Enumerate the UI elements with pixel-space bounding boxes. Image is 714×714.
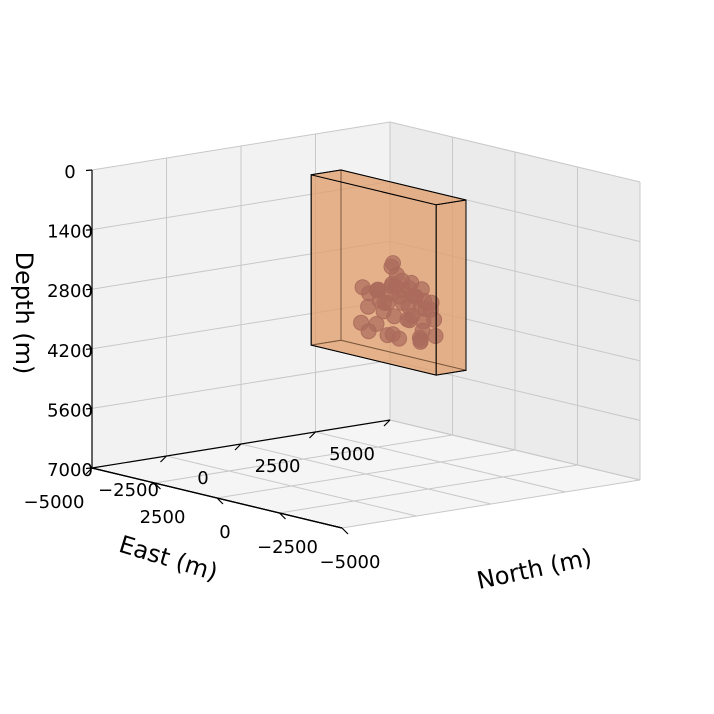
x-axis-label: North (m): [474, 543, 594, 595]
x-tick-mark: [154, 482, 161, 490]
grid-line-east: [389, 419, 641, 481]
z-tick-mark: [85, 467, 93, 470]
box-face-top: [311, 169, 467, 206]
x-tick-mark: [279, 512, 286, 520]
x-tick-label: −5000: [320, 552, 381, 573]
z-axis-label: Depth (m): [10, 252, 38, 375]
y-tick-mark: [309, 431, 316, 439]
x-tick-label: −2500: [257, 537, 318, 558]
x-tick-mark: [216, 497, 224, 505]
fault-box-front: [310, 169, 467, 376]
z-tick-label: 7000: [47, 460, 93, 481]
tick-labels: 014002800420056007000500025000−2500−5000…: [24, 162, 391, 573]
box-face-front: [310, 174, 437, 376]
y-tick-mark: [85, 467, 93, 475]
z-tick-label: 0: [64, 162, 75, 183]
grid-line-east: [315, 431, 566, 493]
z-tick-label: 2800: [47, 281, 93, 302]
z-tick-mark: [85, 229, 93, 231]
x-tick-mark: [341, 527, 349, 535]
z-tick-label: 1400: [47, 222, 93, 243]
z-tick-mark: [85, 407, 93, 410]
y-tick-label: 2500: [255, 456, 301, 477]
z-tick-mark: [85, 169, 93, 172]
x-tick-label: 2500: [140, 507, 186, 528]
x-tick-label: 0: [219, 522, 230, 543]
grid-line-east: [166, 455, 417, 517]
y-tick-label: −5000: [24, 492, 85, 513]
z-tick-label: 4200: [47, 341, 93, 362]
y-tick-label: 0: [197, 468, 208, 489]
y-tick-label: 5000: [329, 444, 375, 465]
y-axis-label: East (m): [116, 530, 221, 586]
y-tick-label: −2500: [98, 480, 159, 501]
grid-line-east: [240, 443, 492, 505]
y-tick-mark: [234, 443, 242, 451]
y-tick-mark: [160, 455, 167, 463]
z-tick-mark: [85, 288, 93, 291]
y-tick-mark: [383, 419, 391, 427]
box-face-right: [435, 199, 467, 376]
z-tick-mark: [85, 348, 93, 350]
z-tick-label: 5600: [47, 400, 93, 421]
